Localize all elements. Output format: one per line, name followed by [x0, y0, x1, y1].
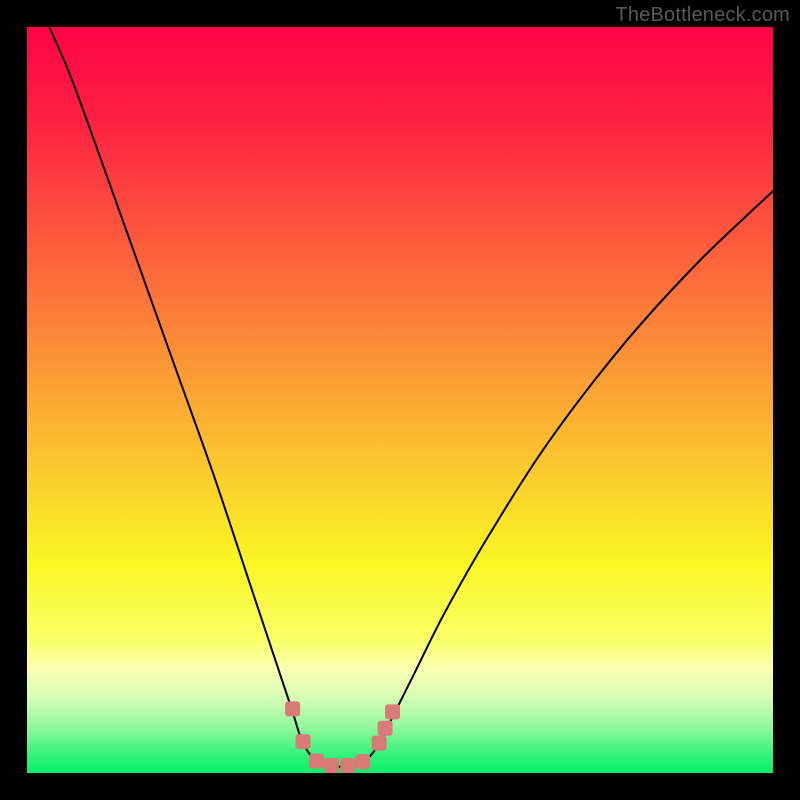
valley-marker — [372, 736, 387, 751]
valley-marker — [378, 721, 393, 736]
valley-marker — [340, 758, 355, 773]
valley-marker — [355, 754, 370, 769]
valley-marker — [296, 734, 311, 749]
valley-marker — [309, 754, 324, 769]
watermark-text: TheBottleneck.com — [615, 4, 790, 27]
valley-marker — [285, 701, 300, 716]
plot-background-gradient — [27, 27, 773, 773]
bottleneck-curve-chart — [0, 0, 800, 800]
valley-marker — [324, 758, 339, 773]
chart-stage: TheBottleneck.com — [0, 0, 800, 800]
valley-marker — [385, 704, 400, 719]
